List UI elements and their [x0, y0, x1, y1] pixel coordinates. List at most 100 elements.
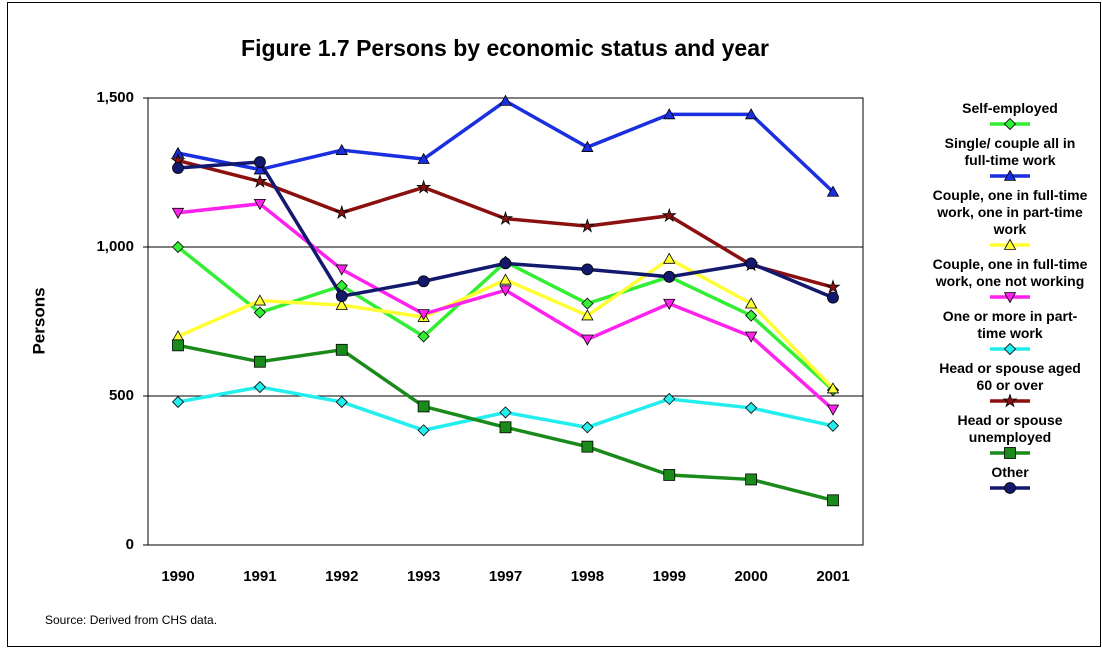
data-point — [826, 382, 840, 394]
data-point — [826, 185, 840, 197]
x-tick-label: 2000 — [734, 568, 767, 585]
legend-marker — [1004, 482, 1016, 494]
data-point — [663, 270, 676, 283]
data-point — [171, 395, 185, 409]
data-point — [253, 156, 266, 168]
chart-title: Figure 1.7 Persons by economic status an… — [241, 35, 769, 61]
legend-label: Single/ couple all in full-time work — [944, 135, 1076, 168]
legend: Self-employed Single/ couple all in full-… — [930, 100, 1090, 499]
legend-label: Other — [991, 464, 1029, 480]
data-point — [581, 309, 594, 321]
data-point — [581, 440, 594, 453]
legend-marker — [1003, 117, 1017, 131]
data-point — [416, 179, 432, 194]
legend-swatch — [990, 292, 1030, 304]
legend-swatch — [990, 117, 1030, 131]
data-point — [334, 204, 350, 220]
legend-marker — [1003, 342, 1017, 356]
data-point — [499, 94, 512, 106]
data-point — [581, 140, 594, 152]
data-point — [581, 421, 594, 434]
data-point — [499, 285, 512, 297]
legend-label: Head or spouse unemployed — [957, 412, 1063, 445]
x-tick-label: 1991 — [243, 568, 276, 585]
data-point — [745, 257, 758, 270]
data-point — [171, 207, 185, 220]
data-point — [745, 309, 758, 322]
legend-entry: Head or spouse unemployed — [930, 412, 1090, 460]
data-point — [417, 309, 430, 321]
legend-entry: One or more in part-time work — [930, 308, 1090, 356]
legend-marker — [1004, 447, 1016, 459]
legend-swatch — [990, 238, 1030, 250]
data-point — [827, 494, 839, 507]
legend-swatch — [990, 482, 1030, 494]
data-point — [417, 400, 430, 413]
legend-entry: Couple, one in full-time work, one not w… — [930, 256, 1090, 304]
data-point — [335, 143, 348, 155]
data-point — [253, 355, 266, 368]
data-point — [499, 273, 512, 285]
data-point — [663, 392, 676, 406]
legend-entry: Self-employed — [930, 100, 1090, 131]
data-point — [335, 343, 348, 356]
legend-label: Couple, one in full-time work, one not w… — [932, 256, 1088, 289]
data-point — [744, 331, 758, 343]
data-point — [499, 257, 512, 270]
x-tick-label: 1997 — [489, 568, 522, 585]
data-point — [335, 298, 348, 310]
data-point — [253, 380, 266, 394]
legend-marker — [1002, 394, 1018, 408]
source-note: Source: Derived from CHS data. — [45, 613, 217, 627]
legend-marker — [1003, 292, 1017, 304]
legend-swatch — [990, 342, 1030, 356]
x-tick-label: 1993 — [407, 568, 440, 585]
data-point — [172, 162, 184, 174]
data-point — [417, 275, 430, 288]
y-tick-label: 500 — [109, 387, 134, 404]
data-point — [499, 421, 512, 434]
legend-entry: Single/ couple all in full-time work — [930, 135, 1090, 183]
data-point — [663, 108, 676, 120]
legend-label: Couple, one in full-time work, one in pa… — [932, 187, 1088, 237]
data-point — [663, 469, 676, 481]
data-point — [497, 210, 514, 226]
data-point — [171, 240, 185, 254]
legend-label: Self-employed — [962, 100, 1058, 116]
legend-swatch — [990, 447, 1030, 459]
data-point — [252, 173, 268, 188]
legend-label: One or more in part-time work — [942, 308, 1078, 341]
legend-label: Head or spouse aged 60 or over — [939, 360, 1081, 393]
y-axis-label: Persons — [29, 287, 48, 354]
x-tick-label: 1999 — [653, 568, 686, 585]
legend-entry: Couple, one in full-time work, one in pa… — [930, 187, 1090, 252]
data-point — [417, 330, 430, 343]
data-point — [335, 264, 348, 276]
legend-marker — [1003, 238, 1017, 250]
data-point — [745, 401, 758, 414]
data-point — [335, 290, 348, 303]
legend-swatch — [990, 394, 1030, 408]
data-point — [579, 218, 595, 233]
legend-marker — [1003, 169, 1017, 181]
data-point — [253, 294, 267, 306]
data-point — [826, 419, 840, 432]
y-tick-label: 1,500 — [96, 89, 134, 106]
data-point — [253, 198, 267, 211]
legend-swatch — [990, 169, 1030, 181]
data-point — [581, 334, 594, 346]
data-point — [417, 424, 430, 437]
data-point — [663, 298, 676, 310]
data-point — [825, 279, 841, 294]
data-point — [335, 395, 348, 409]
data-point — [827, 291, 839, 304]
data-point — [499, 406, 512, 419]
legend-entry: Other — [930, 464, 1090, 495]
x-tick-label: 1992 — [325, 568, 358, 585]
data-point — [663, 252, 676, 264]
data-point — [745, 473, 758, 486]
data-point — [253, 306, 266, 319]
legend-entry: Head or spouse aged 60 or over — [930, 360, 1090, 408]
x-tick-label: 2001 — [816, 568, 849, 585]
